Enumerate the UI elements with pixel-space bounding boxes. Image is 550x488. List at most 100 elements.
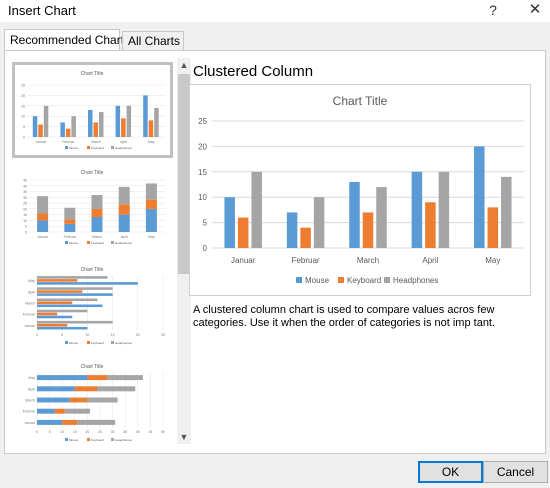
legend-swatch-headphones [111, 146, 114, 149]
thumbnail-stacked-bar[interactable]: Chart Title 0 5 10 15 20 25 30 35 40 45 50 May April M… [15, 358, 170, 444]
chart-type-heading: Clustered Column [193, 63, 314, 80]
segment-headphones-februar [64, 207, 76, 220]
segment-headphones-april [118, 186, 130, 205]
y-tick-label: Februar [23, 313, 36, 317]
bar-keyboard-march [362, 212, 374, 248]
thumbnail-clustered-bar[interactable]: Chart Title 0 5 10 15 20 25 May April March Februa… [15, 261, 170, 351]
legend-label-keyboard: Keyboard [91, 241, 104, 245]
y-tick-label: 15 [198, 168, 207, 177]
bar-headphones-april [126, 105, 132, 137]
segment-keyboard-april [118, 204, 130, 215]
y-tick-label: 35 [23, 190, 27, 194]
segment-headphones-may [107, 375, 143, 381]
legend-label-keyboard: Keyboard [91, 438, 104, 442]
bar-mouse-januar [224, 197, 235, 248]
y-tick-label: 20 [23, 207, 27, 211]
y-tick-label: Januar [24, 421, 36, 425]
legend-swatch-keyboard [87, 146, 90, 149]
segment-mouse-may [37, 375, 88, 381]
thumbnail-stacked-column[interactable]: Chart Title 0 5 10 15 20 25 30 35 40 45 Januar Febru… [15, 164, 170, 254]
x-tick-label: 40 [136, 430, 140, 434]
thumbnail-scrollbar[interactable]: ▲ ▼ [177, 58, 191, 444]
tab-recommended-charts[interactable]: Recommended Charts [4, 29, 130, 51]
legend-label-keyboard: Keyboard [347, 276, 381, 285]
y-tick-label: 40 [23, 184, 27, 188]
y-tick-label: 15 [21, 104, 25, 108]
legend-swatch-mouse [65, 146, 68, 149]
help-button[interactable]: ? [489, 2, 497, 18]
y-tick-label: April [28, 290, 35, 294]
segment-mouse-april [118, 214, 130, 232]
segment-mouse-februar [64, 223, 76, 232]
x-tick-label: Februar [64, 235, 77, 239]
x-tick-label: May [148, 235, 155, 239]
bar-headphones-januar [251, 171, 262, 248]
bar-mouse-april [411, 171, 423, 248]
x-tick-label: April [422, 256, 438, 265]
y-tick-label: Januar [24, 324, 36, 328]
thumbnail-title: Chart Title [81, 267, 104, 273]
y-tick-label: 10 [198, 193, 207, 202]
tab-all-charts[interactable]: All Charts [122, 31, 184, 50]
bar-mouse-februar [286, 212, 298, 248]
legend-label-mouse: Mouse [305, 276, 330, 285]
x-tick-label: 30 [111, 430, 115, 434]
bar-keyboard-januar [38, 124, 43, 137]
legend-swatch-headphones [111, 438, 114, 441]
y-tick-label: 5 [203, 219, 208, 228]
thumbnail-clustered-bar-chart: Chart Title 0 5 10 15 20 25 May April March Februa… [23, 267, 165, 345]
y-tick-label: 0 [25, 231, 27, 235]
bar-mouse-march [37, 304, 103, 308]
x-tick-label: 0 [36, 430, 38, 434]
bar-headphones-februar [37, 309, 88, 313]
x-tick-label: March [91, 140, 101, 144]
y-tick-label: 20 [21, 94, 25, 98]
x-tick-label: 5 [49, 430, 51, 434]
y-tick-label: 25 [198, 117, 207, 126]
thumbnail-stacked-bar-chart: Chart Title 0 5 10 15 20 25 30 35 40 45 50 May April M… [23, 364, 165, 442]
y-tick-label: March [25, 302, 35, 306]
segment-keyboard-februar [54, 408, 65, 414]
bar-headphones-march [37, 298, 98, 302]
bar-keyboard-march [37, 301, 73, 305]
bar-mouse-may [37, 282, 138, 285]
x-tick-label: March [92, 235, 102, 239]
legend-label-keyboard: Keyboard [91, 146, 104, 150]
x-tick-label: 0 [36, 333, 38, 337]
x-tick-label: Januar [37, 235, 49, 239]
close-button[interactable]: ✕ [528, 1, 542, 18]
scrollbar-thumb[interactable] [178, 74, 190, 274]
y-tick-label: 15 [23, 213, 27, 217]
y-tick-label: Februar [23, 410, 36, 414]
y-tick-label: 5 [25, 225, 27, 229]
segment-mouse-march [37, 397, 70, 403]
bar-mouse-februar [60, 122, 65, 137]
bar-headphones-februar [71, 116, 76, 137]
y-tick-label: 0 [203, 244, 208, 253]
x-tick-label: 10 [60, 430, 64, 434]
legend-swatch-keyboard [87, 241, 90, 244]
bar-keyboard-may [148, 120, 154, 137]
segment-headphones-may [145, 183, 157, 200]
chart-description: A clustered column chart is used to comp… [193, 304, 496, 329]
scroll-down-arrow-icon[interactable]: ▼ [179, 432, 189, 442]
bar-mouse-februar [37, 315, 73, 319]
y-tick-label: 10 [21, 115, 25, 119]
bar-keyboard-februar [65, 128, 71, 137]
x-tick-label: 20 [136, 333, 140, 337]
segment-keyboard-januar [62, 419, 78, 425]
x-tick-label: 15 [111, 333, 115, 337]
cancel-button[interactable]: Cancel [483, 461, 548, 483]
ok-button[interactable]: OK [418, 461, 483, 483]
x-tick-label: May [485, 256, 500, 265]
x-tick-label: 25 [98, 430, 102, 434]
thumbnail-clustered-column[interactable]: Chart Title 0 5 10 15 20 25 Januar Februar March A… [12, 62, 173, 158]
bar-keyboard-januar [37, 323, 68, 327]
bar-keyboard-may [487, 207, 499, 248]
bar-mouse-april [37, 293, 113, 296]
y-tick-label: March [25, 399, 35, 403]
segment-headphones-april [97, 386, 136, 392]
segment-headphones-februar [64, 408, 90, 414]
scroll-up-arrow-icon[interactable]: ▲ [179, 60, 189, 70]
bar-keyboard-februar [37, 312, 58, 316]
